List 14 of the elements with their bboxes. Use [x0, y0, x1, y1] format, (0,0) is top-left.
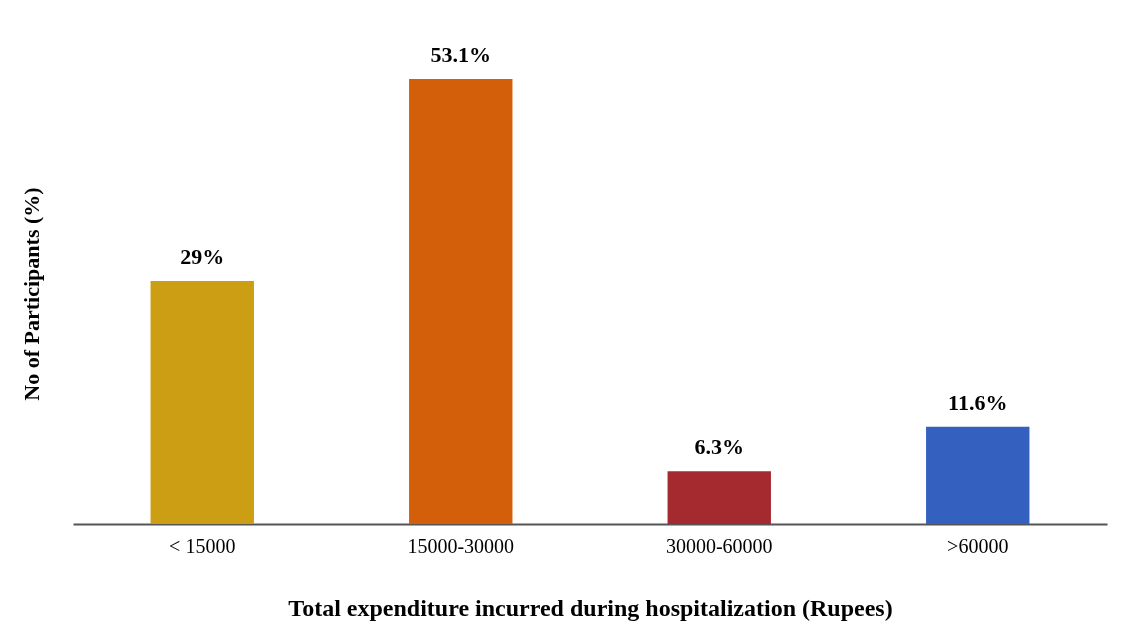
x-axis-title: Total expenditure incurred during hospitalization (Rupees) [288, 594, 893, 621]
data-label: 11.6% [948, 389, 1008, 415]
x-tick-label: >60000 [947, 534, 1009, 557]
data-label: 6.3% [694, 434, 744, 460]
bar [409, 78, 513, 524]
data-label: 29% [180, 243, 225, 269]
x-tick-label: < 15000 [169, 534, 236, 557]
x-tick-label: 30000-60000 [665, 534, 773, 557]
y-axis-title: No of Participants (%) [18, 187, 44, 401]
bar [150, 280, 254, 524]
bar [667, 471, 771, 524]
x-tick-label: 15000-30000 [407, 534, 515, 557]
data-label: 53.1% [430, 41, 491, 67]
bar [926, 426, 1030, 524]
